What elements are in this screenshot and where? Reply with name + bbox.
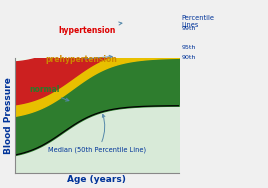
Text: Percentile
Lines: Percentile Lines <box>182 15 215 28</box>
Text: hypertension: hypertension <box>58 22 122 35</box>
Text: 95th: 95th <box>182 45 196 50</box>
X-axis label: Age (years): Age (years) <box>67 175 126 184</box>
Text: 99th: 99th <box>182 26 196 31</box>
Text: 90th: 90th <box>182 55 196 60</box>
Y-axis label: Blood Pressure: Blood Pressure <box>4 77 13 154</box>
Text: normal: normal <box>29 85 69 101</box>
Text: prehypertension: prehypertension <box>46 55 117 64</box>
Text: Median (50th Percentile Line): Median (50th Percentile Line) <box>49 114 147 153</box>
